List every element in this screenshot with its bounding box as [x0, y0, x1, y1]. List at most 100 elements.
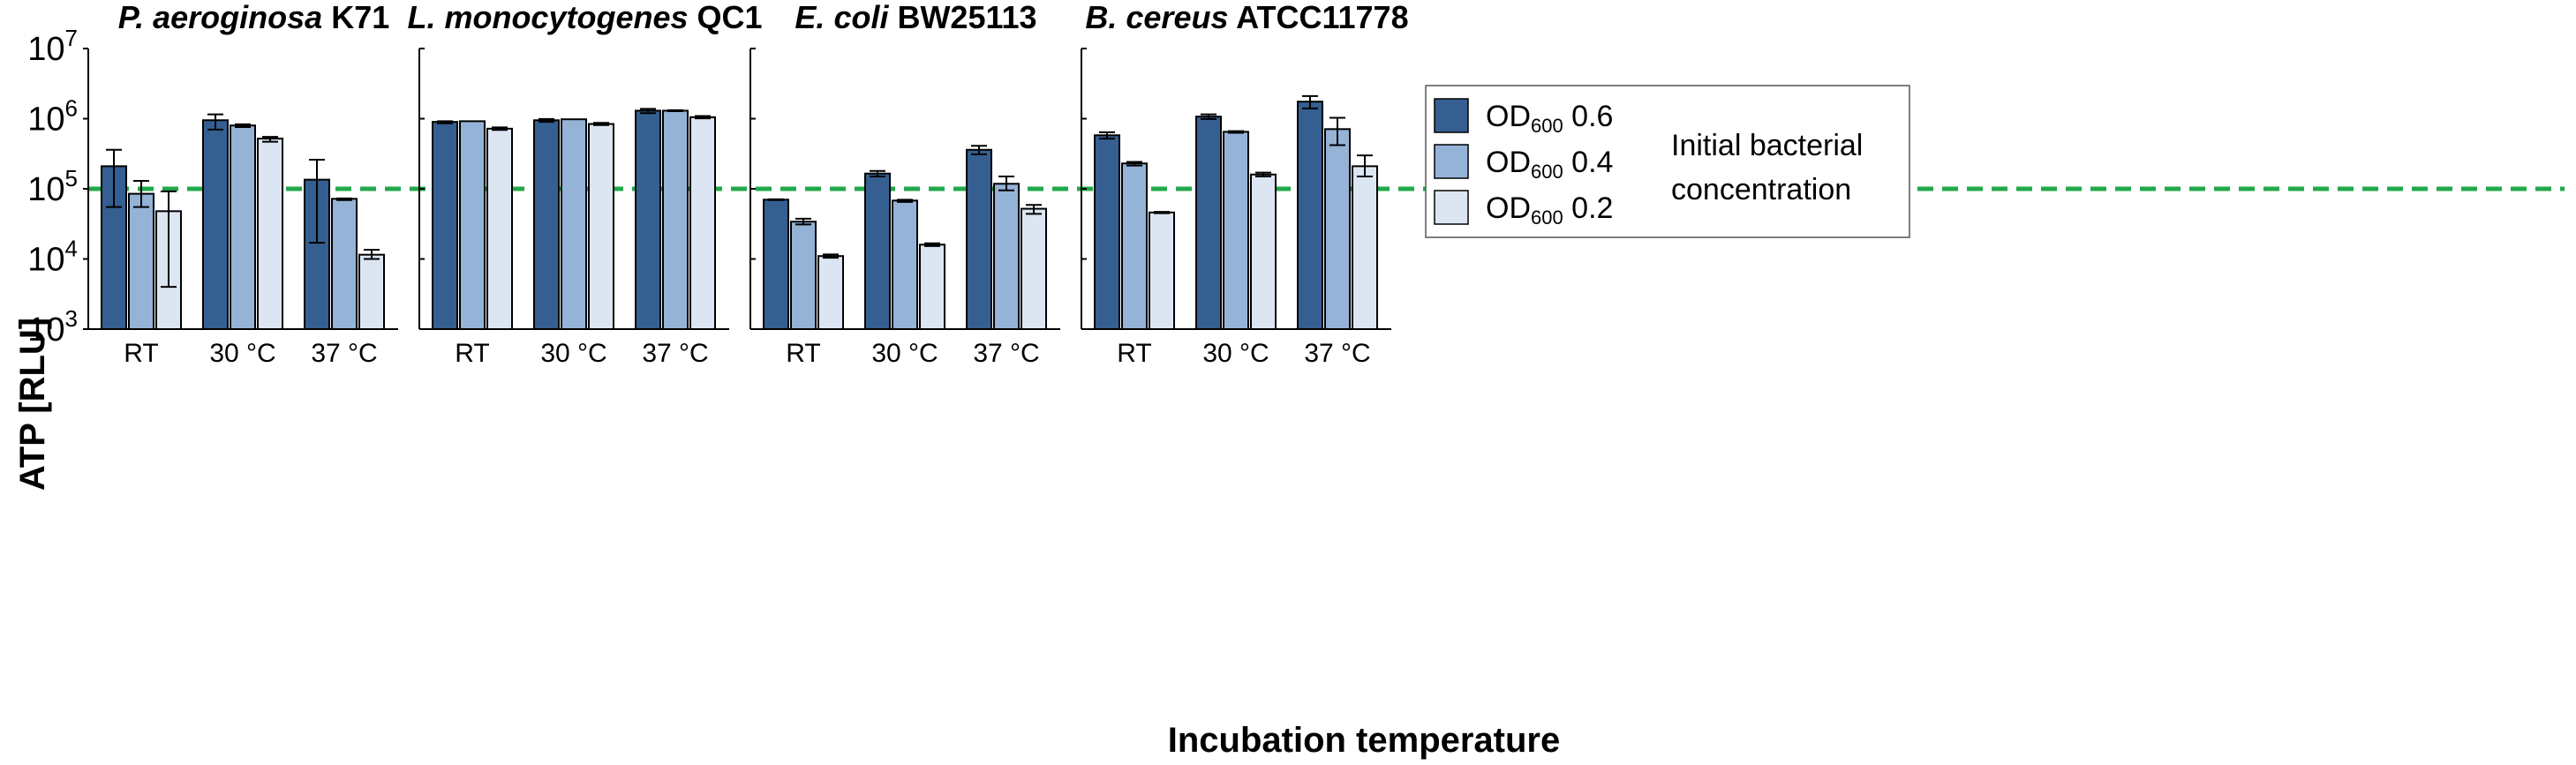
- bar-2-37C-s1: [635, 109, 661, 331]
- y-tick-base: 10: [27, 311, 64, 349]
- y-tick-label: 106: [27, 95, 78, 139]
- x-tick-label: 30 °C: [871, 339, 938, 368]
- y-tick-label: 104: [27, 236, 78, 279]
- panel-4: B. cereus ATCC11778 RT 30 °C 37 °C: [1081, 0, 1409, 368]
- bar-2-30C-s2: [561, 118, 587, 330]
- x-tick-label: 30 °C: [209, 339, 275, 368]
- bar-4-30C-s1: [1195, 116, 1222, 330]
- bar-4-RT-s1: [1094, 134, 1120, 330]
- x-tick-label: RT: [786, 339, 820, 368]
- bar-1-37C-s3: [358, 253, 385, 331]
- bar-2-30C-s3: [588, 123, 614, 330]
- legend-title-line2: concentration: [1671, 173, 1851, 206]
- y-tick-label: 103: [27, 305, 78, 349]
- panel-title: B. cereus ATCC11778: [1085, 0, 1408, 35]
- y-tick-exponent: 4: [65, 236, 78, 262]
- panel-title-species: L. monocytogenes: [407, 0, 688, 35]
- legend-entry-od: OD: [1486, 146, 1531, 179]
- bar-3-RT-s2: [790, 221, 817, 330]
- bar-2-37C-s2: [662, 109, 689, 331]
- legend-entry: OD600 0.6: [1486, 100, 1613, 137]
- y-tick-base: 10: [27, 101, 64, 139]
- legend-entry: OD600 0.2: [1486, 191, 1613, 229]
- bar-3-RT-s3: [817, 255, 844, 331]
- legend-entry-subscript: 600: [1531, 161, 1563, 183]
- legend-box: [1425, 85, 1910, 238]
- x-tick-label: RT: [455, 339, 489, 368]
- y-axis-label: ATP [RLU]: [13, 318, 52, 491]
- bar-1-30C-s3: [257, 138, 283, 330]
- y-tick-label: 107: [27, 25, 78, 68]
- bar-2-30C-s1: [533, 119, 560, 330]
- y-tick-exponent: 7: [65, 25, 78, 51]
- x-tick-label: 37 °C: [642, 339, 708, 368]
- legend-swatch: [1434, 144, 1469, 179]
- panel-title: E. coli BW25113: [795, 0, 1036, 35]
- bar-3-37C-s3: [1021, 207, 1047, 330]
- legend-entry-od: OD: [1486, 100, 1531, 133]
- bar-3-37C-s2: [993, 183, 1020, 330]
- panel-3: E. coli BW25113 RT 30 °C 37 °C: [749, 0, 1060, 368]
- bar-4-RT-s3: [1149, 211, 1175, 330]
- bar-1-30C-s2: [230, 124, 256, 330]
- bar-4-37C-s3: [1352, 165, 1378, 330]
- legend-entry-value: 0.2: [1563, 191, 1614, 225]
- y-tick-label: 105: [27, 165, 78, 208]
- panel-title-species: B. cereus: [1085, 0, 1228, 35]
- bar-3-37C-s1: [966, 148, 992, 330]
- bar-4-30C-s2: [1223, 131, 1249, 330]
- bar-1-37C-s2: [331, 198, 358, 330]
- legend-entry: OD600 0.4: [1486, 146, 1613, 183]
- panel-title-species: E. coli: [795, 0, 889, 35]
- panel-title-strain: BW25113: [888, 0, 1036, 35]
- panel-title-strain: ATCC11778: [1228, 0, 1408, 35]
- legend-entry-value: 0.6: [1563, 100, 1614, 133]
- bar-3-30C-s1: [864, 172, 891, 330]
- x-tick-label: 30 °C: [540, 339, 606, 368]
- y-tick-exponent: 6: [65, 95, 78, 122]
- x-tick-label: 30 °C: [1202, 339, 1269, 368]
- x-tick-label: RT: [124, 339, 158, 368]
- y-tick-exponent: 5: [65, 165, 78, 191]
- bar-2-37C-s3: [689, 116, 716, 330]
- bar-1-RT-s2: [128, 192, 154, 330]
- panel-title: L. monocytogenes QC1: [407, 0, 762, 35]
- bar-2-RT-s1: [432, 121, 458, 330]
- bar-3-30C-s2: [892, 199, 918, 330]
- bar-4-RT-s2: [1121, 162, 1148, 330]
- bar-3-30C-s3: [919, 244, 945, 330]
- legend-swatch: [1434, 98, 1469, 133]
- legend-entry-subscript: 600: [1531, 206, 1563, 229]
- x-tick-label: RT: [1117, 339, 1151, 368]
- bar-2-RT-s2: [459, 120, 486, 330]
- y-tick-exponent: 3: [65, 305, 78, 332]
- y-tick-base: 10: [27, 171, 64, 208]
- panel-title-strain: K71: [322, 0, 389, 35]
- x-tick-label: 37 °C: [311, 339, 377, 368]
- panel-title-strain: QC1: [689, 0, 763, 35]
- panel-title-species: P. aeroginosa: [118, 0, 322, 35]
- y-tick-base: 10: [27, 242, 64, 279]
- panel-title: P. aeroginosa K71: [118, 0, 389, 35]
- bar-2-RT-s3: [486, 127, 513, 330]
- legend-swatch: [1434, 190, 1469, 225]
- panel-1: P. aeroginosa K71 RT 30 °C 37 °C: [88, 0, 398, 368]
- bar-4-30C-s3: [1250, 173, 1277, 330]
- legend-entry-value: 0.4: [1563, 146, 1614, 179]
- x-axis-label: Incubation temperature: [1168, 721, 1561, 760]
- bar-4-37C-s1: [1297, 101, 1323, 331]
- legend-entry-od: OD: [1486, 191, 1531, 225]
- bar-3-RT-s1: [763, 199, 789, 330]
- x-tick-label: 37 °C: [973, 339, 1039, 368]
- legend-title-line1: Initial bacterial: [1671, 129, 1863, 162]
- y-tick-base: 10: [27, 31, 64, 68]
- panel-2: L. monocytogenes QC1 RT 30 °C 37 °C: [407, 0, 762, 368]
- x-tick-label: 37 °C: [1304, 339, 1370, 368]
- bar-4-37C-s2: [1324, 128, 1351, 330]
- bar-1-30C-s1: [202, 119, 229, 330]
- legend-entry-subscript: 600: [1531, 115, 1563, 137]
